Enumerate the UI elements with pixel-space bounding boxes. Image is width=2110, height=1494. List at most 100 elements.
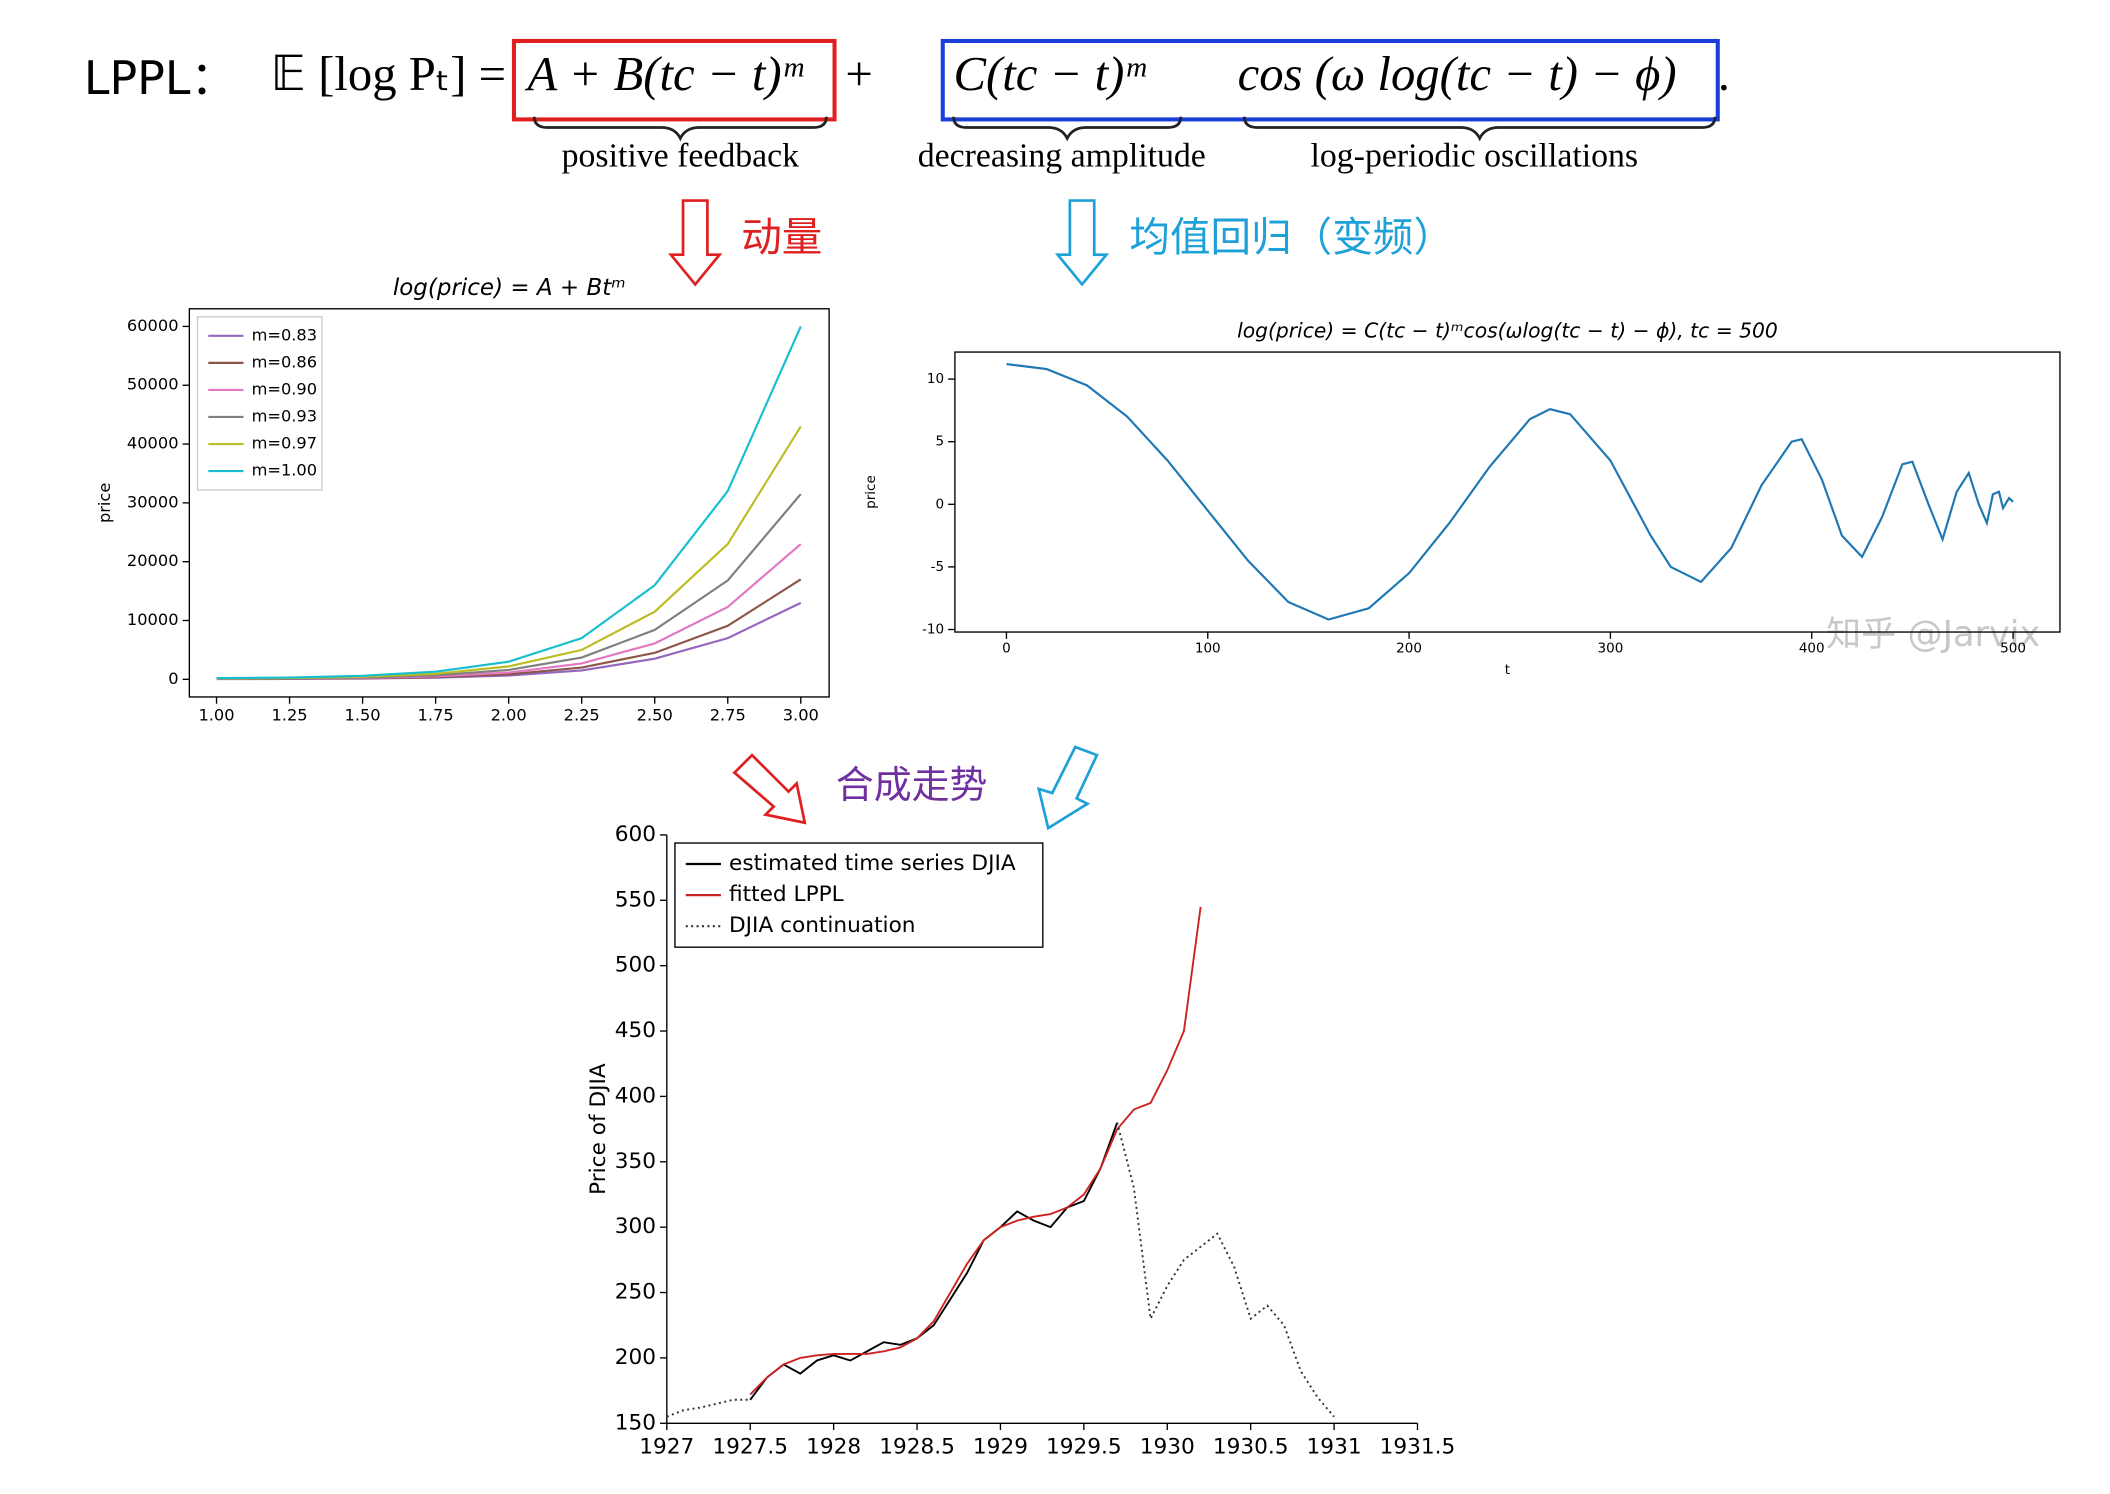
y-tick-label: 250 [615, 1280, 656, 1305]
y-tick-label: 30000 [127, 492, 179, 511]
watermark: 知乎 @Jarvix [1826, 614, 2040, 655]
legend-label: DJIA continuation [729, 913, 915, 938]
x-tick-label: 1.75 [418, 705, 454, 724]
x-tick-label: 1928 [806, 1435, 861, 1460]
chart-title: log(price) = A + Btᵐ [393, 275, 626, 301]
arrow-label: 动量 [741, 213, 822, 261]
x-tick-label: 200 [1396, 640, 1422, 656]
x-tick-label: 100 [1195, 640, 1221, 656]
series-line [749, 1122, 1119, 1401]
x-tick-label: 2.75 [710, 705, 746, 724]
plot-frame [954, 351, 2061, 633]
y-axis-label: price [863, 475, 879, 509]
x-tick-label: 0 [1002, 640, 1011, 656]
brace-label: decreasing amplitude [918, 137, 1206, 174]
series-line [216, 325, 802, 680]
formula-feedback: A + B(tc − t)ᵐ [525, 47, 804, 101]
legend-label: m=0.97 [252, 434, 318, 453]
chart-title: log(price) = C(tc − t)ᵐcos(ωlog(tc − t) … [1237, 318, 1778, 342]
x-tick-label: 1929.5 [1046, 1435, 1122, 1460]
x-tick-label: 1927 [639, 1435, 694, 1460]
y-axis-label: Price of DJIA [586, 1063, 611, 1195]
formula-lhs: 𝔼 [log Pₜ] = [271, 47, 507, 101]
x-tick-label: 1930.5 [1213, 1435, 1289, 1460]
x-tick-label: 1927.5 [712, 1435, 788, 1460]
x-tick-label: 300 [1598, 640, 1624, 656]
brace [1243, 116, 1717, 142]
y-tick-label: 550 [615, 887, 656, 912]
y-tick-label: 150 [615, 1410, 656, 1435]
y-tick-label: 20000 [127, 551, 179, 570]
y-tick-label: 0 [168, 669, 178, 688]
legend-label: m=0.86 [252, 352, 318, 371]
y-axis-label: price [95, 483, 114, 523]
y-tick-label: 40000 [127, 434, 179, 453]
x-tick-label: 1928.5 [879, 1435, 955, 1460]
brace [532, 116, 828, 142]
x-tick-label: 2.50 [637, 705, 673, 724]
x-tick-label: 3.00 [783, 705, 819, 724]
x-tick-label: 1.25 [271, 705, 307, 724]
arrow-label: 合成走势 [836, 763, 987, 807]
y-tick-label: 500 [615, 953, 656, 978]
x-tick-label: 1.00 [198, 705, 234, 724]
arrow [732, 753, 807, 825]
chart: 1.00 1.25 1.50 1.75 2.00 2.25 2.50 2.75 3.00 0 100… [95, 275, 830, 724]
y-tick-label: 400 [615, 1083, 656, 1108]
y-tick-label: -10 [922, 622, 944, 638]
formula-oscillation: cos (ω log(tc − t) − ϕ) [1238, 47, 1677, 101]
x-tick-label: 400 [1799, 640, 1825, 656]
x-tick-label: 2.00 [491, 705, 527, 724]
series-line [1006, 363, 2014, 621]
x-axis-label: t [1505, 662, 1510, 678]
brace [952, 116, 1183, 142]
x-tick-label: 2.25 [564, 705, 600, 724]
formula-plus: + [845, 47, 872, 101]
arrow [1036, 745, 1099, 831]
y-tick-label: 60000 [127, 316, 179, 335]
series-line [216, 493, 802, 680]
y-tick-label: 450 [615, 1018, 656, 1043]
series-line [216, 578, 802, 681]
y-tick-label: -5 [931, 559, 944, 575]
x-tick-label: 1931 [1307, 1435, 1362, 1460]
y-tick-label: 50000 [127, 375, 179, 394]
series-line [666, 1122, 1335, 1418]
y-tick-label: 10 [927, 371, 944, 387]
legend-frame [196, 316, 323, 491]
y-tick-label: 0 [935, 496, 944, 512]
legend-label: estimated time series DJIA [729, 851, 1016, 876]
formula-amplitude: C(tc − t)ᵐ [954, 47, 1147, 101]
x-tick-label: 1.50 [345, 705, 381, 724]
lppl-label: LPPL： [84, 51, 237, 105]
oscillation-box [940, 38, 1720, 122]
arrow [668, 199, 723, 287]
y-tick-label: 200 [615, 1345, 656, 1370]
x-tick-label: 1929 [973, 1435, 1028, 1460]
legend-frame [674, 842, 1044, 948]
arrow-label: 均值回归（变频） [1129, 213, 1454, 261]
x-tick-label: 500 [2000, 640, 2026, 656]
legend-label: fitted LPPL [729, 882, 844, 907]
chart: 1927 1927.5 1928 1928.5 1929 1929.5 1930 1930.5… [586, 822, 1455, 1460]
x-tick-label: 1930 [1140, 1435, 1195, 1460]
legend-label: m=1.00 [252, 461, 318, 480]
braces [532, 116, 1717, 142]
chart: 0 100 200 300 400 500 -10 -5 0 5 10 log(price) = C(… [863, 318, 2061, 678]
formula-end: . [1718, 47, 1730, 101]
arrow [1054, 199, 1110, 287]
legend-label: m=0.93 [252, 406, 318, 425]
y-tick-label: 5 [935, 434, 944, 450]
y-tick-label: 300 [615, 1214, 656, 1239]
y-tick-label: 350 [615, 1149, 656, 1174]
y-tick-label: 600 [615, 822, 656, 847]
legend-label: m=0.90 [252, 379, 318, 398]
brace-label: log-periodic oscillations [1311, 137, 1639, 174]
series-line [216, 543, 802, 680]
x-tick-label: 1931.5 [1380, 1435, 1456, 1460]
series-line [749, 906, 1202, 1396]
feedback-box [511, 38, 837, 122]
brace-label: positive feedback [562, 137, 800, 174]
y-tick-label: 10000 [127, 610, 179, 629]
